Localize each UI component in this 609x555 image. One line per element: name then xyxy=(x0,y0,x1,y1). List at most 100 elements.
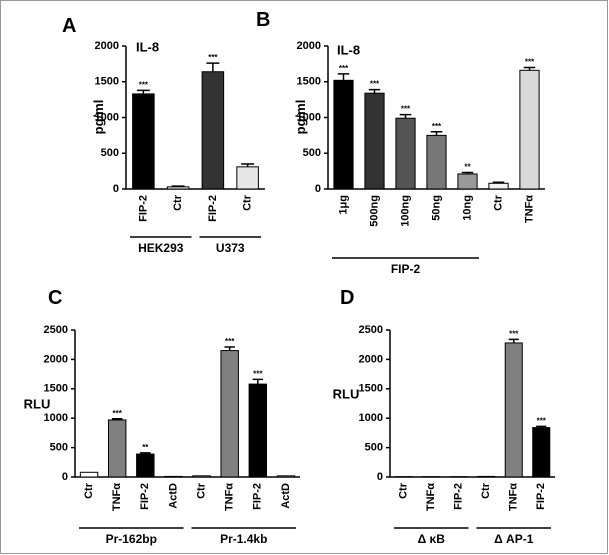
bar xyxy=(132,93,155,190)
error-bar xyxy=(461,171,474,174)
y-tick-label: 0 xyxy=(315,183,321,195)
significance: *** xyxy=(370,80,380,89)
error-bar xyxy=(241,163,255,167)
y-tick-label: 500 xyxy=(303,147,321,159)
significance: *** xyxy=(537,416,547,425)
panel-label: B xyxy=(256,9,270,31)
y-axis-label: pg/ml xyxy=(91,100,106,135)
y-tick-label: 1500 xyxy=(95,76,119,88)
group-label: HEK293 xyxy=(138,241,184,255)
bar xyxy=(364,92,385,190)
panel-label: A xyxy=(62,15,76,37)
error-bar xyxy=(523,66,536,71)
bar xyxy=(488,182,509,190)
x-tick-label: 100ng xyxy=(399,195,411,227)
y-tick-label: 1000 xyxy=(95,111,119,123)
group-label: U373 xyxy=(216,241,245,255)
group-label: Δ AP-1 xyxy=(494,532,534,546)
y-tick-label: 1500 xyxy=(44,383,68,395)
group-label: Pr-1.4kb xyxy=(220,532,267,546)
error-bar xyxy=(206,62,220,72)
significance: *** xyxy=(139,80,149,89)
y-tick-label: 500 xyxy=(365,442,383,454)
x-tick-label: 1μg xyxy=(337,195,349,215)
error-bar xyxy=(368,88,381,94)
significance: *** xyxy=(509,329,519,338)
x-tick-label: Ctr xyxy=(480,482,492,499)
error-bar xyxy=(136,89,150,94)
error-bar xyxy=(140,452,151,455)
x-tick-label: 50ng xyxy=(430,195,442,221)
bar xyxy=(166,186,190,190)
significance: *** xyxy=(401,105,411,114)
bar xyxy=(164,475,183,478)
error-bar xyxy=(111,418,123,420)
x-tick-label: 10ng xyxy=(461,195,473,221)
y-tick-label: 2500 xyxy=(359,324,383,336)
bar xyxy=(426,134,447,190)
significance: *** xyxy=(339,64,349,73)
x-tick-label: FIP-2 xyxy=(207,195,219,222)
y-tick-label: 2000 xyxy=(359,353,383,365)
error-bar xyxy=(224,346,235,351)
x-tick-label: FIP-2 xyxy=(252,483,264,510)
y-tick-label: 1000 xyxy=(297,111,321,123)
y-tick-label: 2000 xyxy=(297,40,321,52)
error-bar xyxy=(337,73,350,81)
bar xyxy=(457,173,478,190)
error-bar xyxy=(430,131,443,136)
x-tick-label: TNFα xyxy=(224,483,236,511)
bar xyxy=(477,475,496,478)
x-tick-label: Ctr xyxy=(492,194,504,211)
bar xyxy=(532,427,551,478)
bar xyxy=(236,166,259,190)
y-tick-label: 1500 xyxy=(297,76,321,88)
bar xyxy=(519,69,540,190)
y-tick-label: 2000 xyxy=(44,353,68,365)
bar xyxy=(201,71,225,190)
y-axis-label: RLU xyxy=(24,396,51,411)
x-tick-label: TNFα xyxy=(425,483,437,511)
bar xyxy=(79,471,99,478)
panel-label: C xyxy=(48,287,62,309)
bar xyxy=(504,342,523,478)
x-tick-label: Ctr xyxy=(83,482,95,499)
y-tick-label: 500 xyxy=(101,147,119,159)
significance: *** xyxy=(525,57,535,66)
bar xyxy=(276,475,296,478)
x-tick-label: FIP-2 xyxy=(453,483,465,510)
x-tick-label: FIP-2 xyxy=(137,195,149,222)
bar xyxy=(220,350,239,478)
x-tick-label: Ctr xyxy=(195,482,207,499)
y-tick-label: 500 xyxy=(50,442,68,454)
y-tick-label: 2000 xyxy=(95,40,119,52)
x-tick-label: ActD xyxy=(280,483,292,509)
x-tick-label: Ctr xyxy=(172,194,184,211)
panel-title: IL-8 xyxy=(136,39,159,54)
x-tick-label: ActD xyxy=(167,483,179,509)
x-tick-label: TNFα xyxy=(523,195,535,223)
significance: *** xyxy=(225,337,235,346)
x-tick-label: Ctr xyxy=(398,482,410,499)
significance: ** xyxy=(464,163,471,172)
y-tick-label: 0 xyxy=(62,471,68,483)
x-tick-label: TNFα xyxy=(111,483,123,511)
x-tick-label: Ctr xyxy=(242,194,254,211)
group-label: Pr-162bp xyxy=(106,532,157,546)
y-tick-label: 0 xyxy=(377,471,383,483)
error-bar xyxy=(171,185,185,187)
error-bar xyxy=(252,378,264,385)
significance: *** xyxy=(253,369,263,378)
bar xyxy=(136,453,155,478)
significance: *** xyxy=(113,409,123,418)
error-bar xyxy=(536,425,547,428)
x-tick-label: TNFα xyxy=(508,483,520,511)
x-tick-label: FIP-2 xyxy=(535,483,547,510)
x-tick-label: 500ng xyxy=(368,195,380,227)
error-bar xyxy=(399,113,412,119)
bar xyxy=(395,117,416,190)
x-tick-label: FIP-2 xyxy=(139,483,151,510)
group-label: Δ κB xyxy=(418,532,446,546)
y-axis-label: pg/ml xyxy=(293,100,308,135)
